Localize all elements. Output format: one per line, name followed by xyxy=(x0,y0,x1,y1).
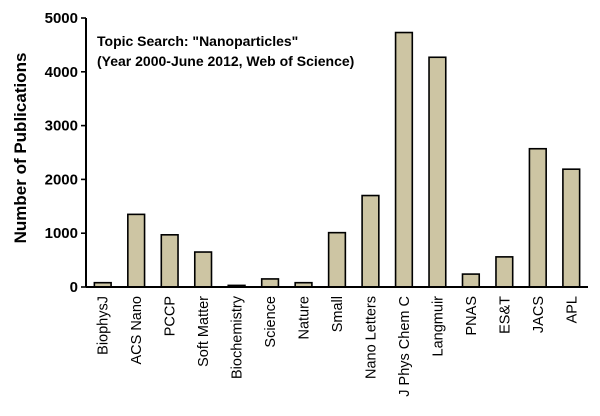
x-axis-ticks: BiophysJ ACS Nano PCCP Soft Matter Biochemis… xyxy=(96,295,581,396)
bar-14 xyxy=(562,168,581,288)
x-tick-label-14: APL xyxy=(564,296,580,323)
y-tick-label-1: 1000 xyxy=(45,225,78,242)
x-tick-label-11: PNAS xyxy=(464,296,480,336)
bar-5 xyxy=(260,278,280,288)
y-tick-label-5: 5000 xyxy=(45,10,78,27)
y-tick-label-2: 2000 xyxy=(45,171,78,188)
bar-1 xyxy=(127,213,146,288)
y-tick-label-0: 0 xyxy=(70,279,78,296)
bar-13 xyxy=(528,147,547,288)
x-tick-label-10: Langmuir xyxy=(430,296,446,357)
bar-12 xyxy=(495,256,514,288)
x-tick-label-5: Science xyxy=(263,296,279,348)
bar-8 xyxy=(361,194,380,288)
annotation-line-2: (Year 2000-June 2012, Web of Science) xyxy=(97,53,354,69)
bar-3 xyxy=(193,251,213,288)
x-tick-label-2: PCCP xyxy=(163,296,179,336)
x-tick-label-1: ACS Nano xyxy=(129,296,145,365)
bar-7 xyxy=(327,231,347,288)
y-tick-label-3: 3000 xyxy=(45,118,78,135)
x-tick-label-3: Soft Matter xyxy=(196,296,212,367)
x-tick-label-6: Nature xyxy=(297,296,313,340)
x-tick-label-12: ES&T xyxy=(497,296,513,334)
x-tick-label-7: Small xyxy=(330,296,346,332)
x-tick-label-13: JACS xyxy=(531,296,547,333)
bar-2 xyxy=(160,234,179,288)
bar-9 xyxy=(394,31,414,288)
bars-group xyxy=(93,31,581,288)
bar-11 xyxy=(461,273,481,288)
x-tick-label-8: Nano Letters xyxy=(363,296,379,379)
x-tick-label-9: J Phys Chem C xyxy=(397,296,413,397)
x-tick-label-0: BiophysJ xyxy=(96,296,112,355)
x-tick-label-4: Biochemistry xyxy=(230,295,246,379)
y-axis-ticks: 0 1000 2000 3000 4000 5000 xyxy=(45,10,86,296)
y-axis-label: Number of Publications xyxy=(11,53,30,244)
y-tick-label-4: 4000 xyxy=(45,64,78,81)
bar-10 xyxy=(428,56,447,288)
annotation-line-1: Topic Search: "Nanoparticles" xyxy=(97,33,298,49)
